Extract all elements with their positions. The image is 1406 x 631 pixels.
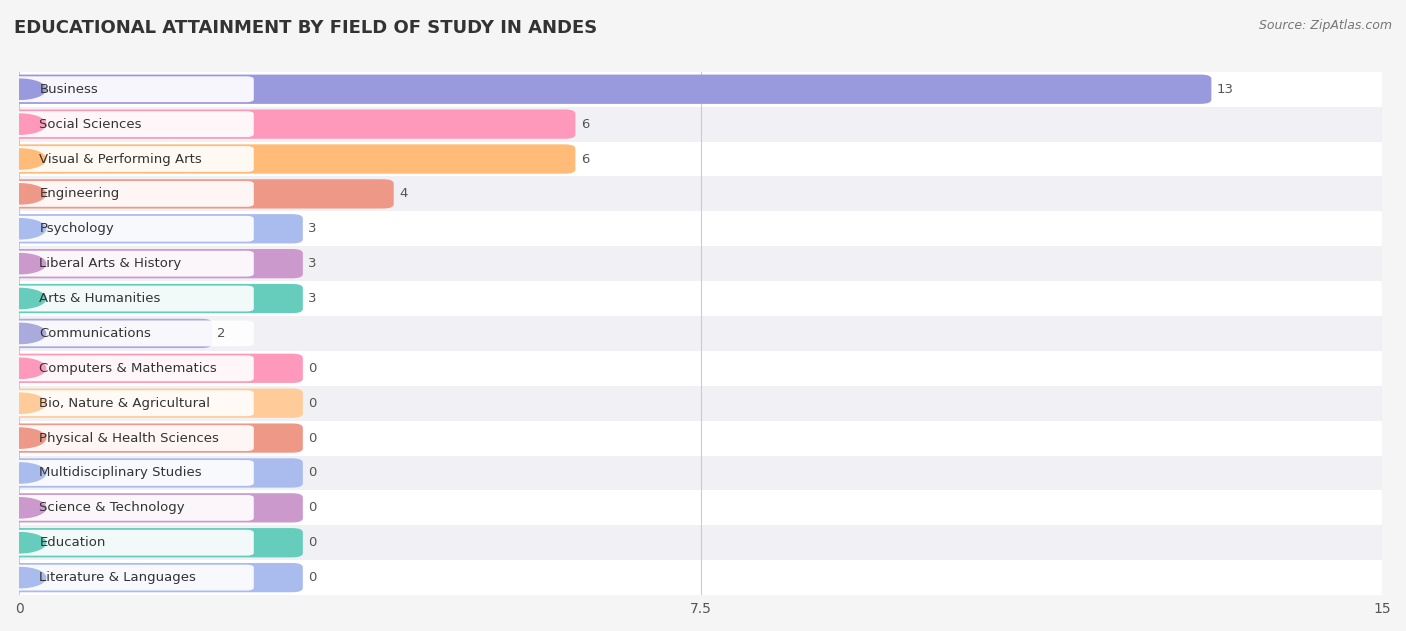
FancyBboxPatch shape [8,74,1212,104]
Text: 0: 0 [308,432,316,445]
Bar [20,316,1382,351]
FancyBboxPatch shape [8,144,575,174]
Text: 6: 6 [581,117,589,131]
Text: Source: ZipAtlas.com: Source: ZipAtlas.com [1258,19,1392,32]
FancyBboxPatch shape [8,423,302,452]
FancyBboxPatch shape [13,565,253,591]
Bar [20,107,1382,141]
FancyBboxPatch shape [8,458,302,488]
Circle shape [0,184,46,204]
Circle shape [0,114,46,134]
FancyBboxPatch shape [13,495,253,521]
FancyBboxPatch shape [8,179,394,208]
Circle shape [0,463,46,483]
Circle shape [0,79,46,99]
FancyBboxPatch shape [13,425,253,451]
Bar [20,386,1382,421]
Bar [20,490,1382,525]
Text: Communications: Communications [39,327,152,340]
FancyBboxPatch shape [13,530,253,556]
FancyBboxPatch shape [13,76,253,102]
Text: 0: 0 [308,571,316,584]
Text: Psychology: Psychology [39,222,114,235]
Text: Physical & Health Sciences: Physical & Health Sciences [39,432,219,445]
Text: 6: 6 [581,153,589,165]
Bar [20,351,1382,386]
FancyBboxPatch shape [8,214,302,244]
FancyBboxPatch shape [8,528,302,557]
Circle shape [0,567,46,587]
FancyBboxPatch shape [8,563,302,593]
Text: Liberal Arts & History: Liberal Arts & History [39,257,181,270]
Text: Multidisciplinary Studies: Multidisciplinary Studies [39,466,202,480]
FancyBboxPatch shape [8,353,302,383]
FancyBboxPatch shape [13,111,253,137]
Bar [20,281,1382,316]
Bar [20,246,1382,281]
Text: Engineering: Engineering [39,187,120,201]
FancyBboxPatch shape [13,286,253,312]
FancyBboxPatch shape [13,181,253,207]
Bar [20,141,1382,177]
Text: 0: 0 [308,362,316,375]
Text: 3: 3 [308,222,316,235]
Text: Education: Education [39,536,105,549]
Text: Science & Technology: Science & Technology [39,502,186,514]
FancyBboxPatch shape [13,146,253,172]
Text: Visual & Performing Arts: Visual & Performing Arts [39,153,202,165]
Text: 3: 3 [308,292,316,305]
Text: Literature & Languages: Literature & Languages [39,571,197,584]
Bar [20,211,1382,246]
Text: Arts & Humanities: Arts & Humanities [39,292,160,305]
FancyBboxPatch shape [8,319,212,348]
FancyBboxPatch shape [13,321,253,346]
Text: 0: 0 [308,502,316,514]
Circle shape [0,323,46,343]
Bar [20,421,1382,456]
Circle shape [0,219,46,239]
FancyBboxPatch shape [13,251,253,276]
FancyBboxPatch shape [8,389,302,418]
Circle shape [0,288,46,309]
FancyBboxPatch shape [8,284,302,313]
FancyBboxPatch shape [13,460,253,486]
FancyBboxPatch shape [13,216,253,242]
Circle shape [0,498,46,518]
Text: EDUCATIONAL ATTAINMENT BY FIELD OF STUDY IN ANDES: EDUCATIONAL ATTAINMENT BY FIELD OF STUDY… [14,19,598,37]
Text: Computers & Mathematics: Computers & Mathematics [39,362,217,375]
Circle shape [0,149,46,169]
Text: 3: 3 [308,257,316,270]
Circle shape [0,393,46,413]
Bar [20,560,1382,595]
Text: 4: 4 [399,187,408,201]
Bar [20,177,1382,211]
Text: 0: 0 [308,536,316,549]
Text: 0: 0 [308,397,316,410]
FancyBboxPatch shape [13,355,253,381]
FancyBboxPatch shape [8,493,302,522]
Bar [20,525,1382,560]
FancyBboxPatch shape [8,109,575,139]
Text: 2: 2 [218,327,226,340]
Text: 13: 13 [1216,83,1234,96]
Circle shape [0,428,46,448]
Text: 0: 0 [308,466,316,480]
Circle shape [0,533,46,553]
Text: Business: Business [39,83,98,96]
Bar [20,72,1382,107]
FancyBboxPatch shape [8,249,302,278]
FancyBboxPatch shape [13,391,253,416]
Circle shape [0,254,46,274]
Text: Social Sciences: Social Sciences [39,117,142,131]
Text: Bio, Nature & Agricultural: Bio, Nature & Agricultural [39,397,211,410]
Circle shape [0,358,46,379]
Bar [20,456,1382,490]
